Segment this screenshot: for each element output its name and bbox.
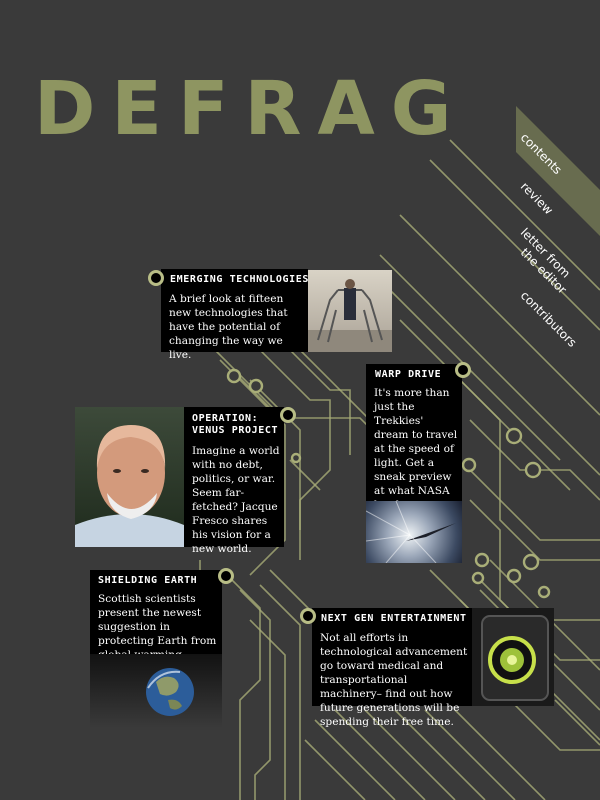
jacque-fresco-portrait [75, 407, 184, 547]
article-title: EMERGING TECHNOLOGIES [170, 274, 310, 285]
robot-illustration [308, 279, 392, 352]
article-title: SHIELDING EARTH [98, 575, 198, 586]
article-summary: Not all efforts in technological advance… [320, 632, 468, 728]
warp-drive-photo [366, 501, 462, 563]
article-card-venus-project[interactable]: OPERATION: VENUS PROJECT Imagine a world… [184, 407, 284, 555]
earth-illustration [146, 668, 194, 716]
article-title: NEXT GEN ENTERTAINMENT [321, 613, 467, 624]
bullet-dot-icon [455, 362, 471, 378]
article-card-next-gen-entertainment[interactable]: NEXT GEN ENTERTAINMENT Not all efforts i… [312, 608, 472, 728]
bullet-dot-icon [300, 608, 316, 624]
bullet-dot-icon [218, 568, 234, 584]
spacecraft-illustration [366, 501, 456, 563]
article-summary: A brief look at fifteen new technologies… [169, 293, 288, 361]
article-card-shielding-earth[interactable]: SHIELDING EARTH Scottish scientists pres… [90, 570, 222, 661]
article-summary: Imagine a world with no debt, politics, … [192, 445, 280, 555]
article-title-line1: OPERATION: [192, 413, 259, 424]
earth-globe-photo [90, 654, 222, 728]
article-card-warp-drive[interactable]: WARP DRIVE It's more than just the Trekk… [366, 364, 462, 525]
magazine-title: DEFRAG [34, 66, 468, 152]
article-title-line2: VENUS PROJECT [192, 425, 279, 436]
article-title: WARP DRIVE [375, 369, 442, 380]
bullet-dot-icon [280, 407, 296, 423]
console-ring-illustration [481, 615, 549, 701]
game-console-photo [472, 608, 554, 706]
portrait-illustration [75, 425, 184, 547]
bullet-dot-icon [148, 270, 164, 286]
robot-exoskeleton-photo [308, 270, 392, 352]
article-card-emerging-technologies[interactable]: EMERGING TECHNOLOGIES A brief look at fi… [161, 269, 310, 361]
article-summary: Scottish scientists present the newest s… [98, 593, 217, 661]
